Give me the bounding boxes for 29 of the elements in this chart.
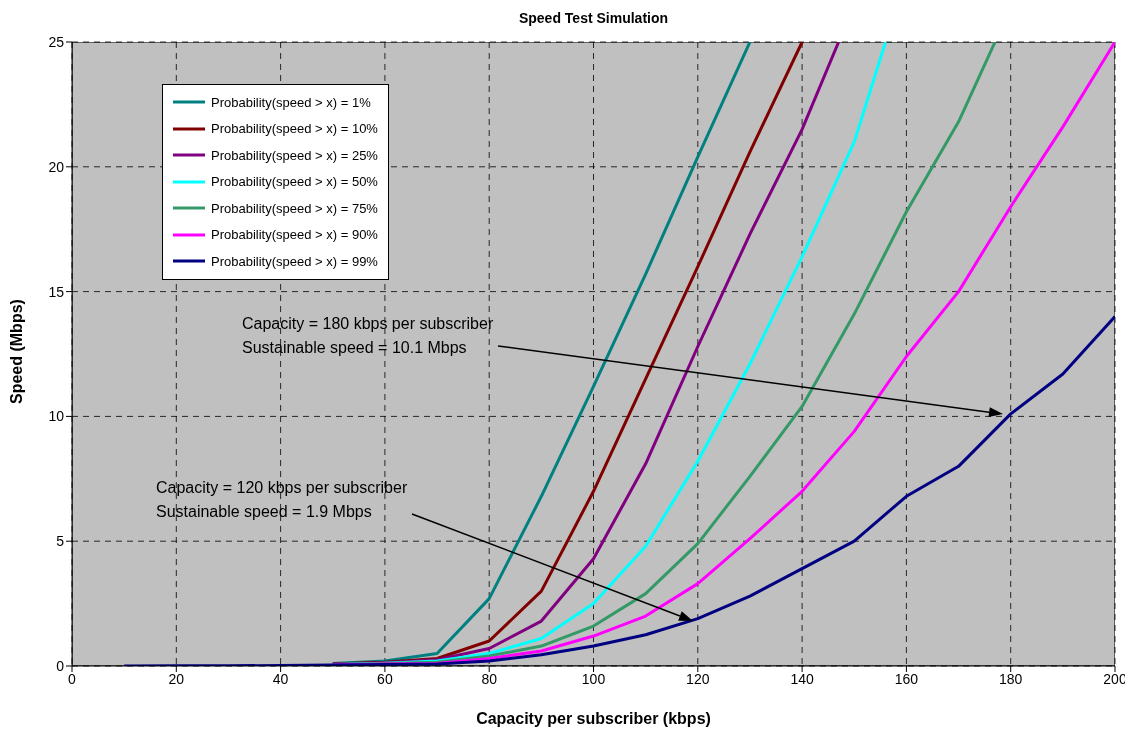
y-axis-title: Speed (Mbps) xyxy=(7,299,25,404)
x-tick-label: 160 xyxy=(894,670,919,687)
x-tick-label: 20 xyxy=(168,670,185,687)
annotation: Capacity = 180 kbps per subscriber Sustainable speed = 10.1 Mbps xyxy=(242,315,494,356)
y-tick-label: 10 xyxy=(48,408,65,425)
legend-label: Probability(speed > x) = 75% xyxy=(211,200,378,216)
legend-label: Probability(speed > x) = 90% xyxy=(211,227,378,243)
y-tick-label: 20 xyxy=(48,158,65,175)
annotation: Capacity = 120 kbps per subscriber Sustainable speed = 1.9 Mbps xyxy=(156,479,408,520)
y-tick-label: 15 xyxy=(48,283,65,300)
legend-label: Probability(speed > x) = 50% xyxy=(211,174,378,190)
legend-label: Probability(speed > x) = 1% xyxy=(211,94,371,110)
legend-label: Probability(speed > x) = 99% xyxy=(211,253,378,269)
legend-label: Probability(speed > x) = 10% xyxy=(211,121,378,137)
chart-title: Speed Test Simulation xyxy=(517,10,670,26)
legend-label: Probability(speed > x) = 25% xyxy=(211,147,378,163)
x-tick-label: 60 xyxy=(377,670,393,687)
x-tick-label: 0 xyxy=(68,670,77,687)
line-series xyxy=(122,315,1115,666)
x-tick-label: 100 xyxy=(581,670,606,687)
x-tick-label: 140 xyxy=(790,670,814,687)
x-tick-label: 40 xyxy=(272,670,289,687)
y-tick-label: 25 xyxy=(48,33,65,50)
x-tick-label: 120 xyxy=(686,670,710,687)
x-axis-title: Capacity per subscriber (kbps) xyxy=(476,710,711,727)
y-tick-label: 0 xyxy=(56,657,65,674)
y-tick-label: 5 xyxy=(56,533,65,550)
x-tick-label: 80 xyxy=(481,670,498,687)
x-tick-label: 180 xyxy=(999,670,1023,687)
